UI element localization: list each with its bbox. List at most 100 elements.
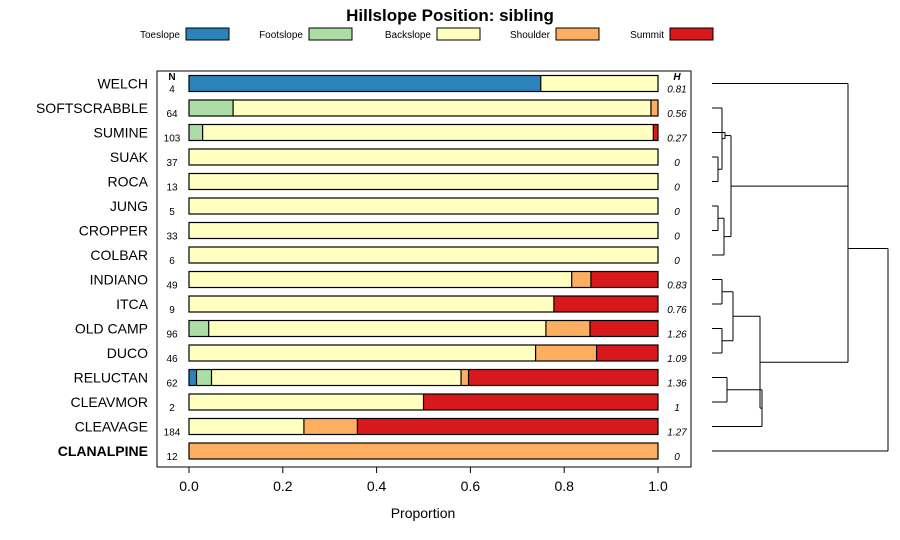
row-label-suak: SUAK: [110, 149, 149, 165]
n-value-duco: 46: [166, 354, 178, 365]
bar-segment-itca-backslope: [189, 296, 554, 312]
n-column-header: N: [168, 72, 175, 83]
n-value-suak: 37: [166, 158, 178, 169]
bar-outline-sumine: [188, 123, 659, 142]
bar-segment-old-camp-shoulder: [545, 320, 590, 337]
n-value-itca: 9: [169, 305, 175, 316]
legend-swatch-footslope: [308, 27, 353, 41]
bar-segment-cleavmor-summit: [423, 394, 658, 410]
row-label-duco: DUCO: [107, 345, 148, 361]
bar-outline-duco: [188, 344, 659, 362]
bar-outline-clanalpine: [188, 442, 659, 460]
legend-label-footslope: Footslope: [259, 30, 303, 41]
n-value-reluctan: 62: [166, 379, 178, 390]
h-column-header: H: [673, 72, 681, 83]
bar-outline-itca: [188, 295, 659, 313]
bar-segment-welch-backslope: [540, 75, 658, 92]
bar-segment-colbar-backslope: [189, 247, 658, 263]
h-value-suak: 0: [674, 158, 680, 169]
x-tick-label: 0.0: [179, 478, 199, 494]
bar-segment-reluctan-summit: [468, 369, 658, 386]
bar-outline-jung: [188, 197, 659, 215]
h-value-colbar: 0: [674, 256, 680, 267]
bar-segment-softscrabble-footslope: [189, 100, 234, 116]
row-label-old-camp: OLD CAMP: [75, 321, 148, 337]
bar-segment-reluctan-footslope: [196, 369, 212, 386]
n-value-welch: 4: [169, 85, 175, 96]
row-label-softscrabble: SOFTSCRABBLE: [36, 100, 148, 116]
row-label-itca: ITCA: [116, 296, 149, 312]
bar-segment-sumine-summit: [653, 124, 658, 141]
x-axis: 0.0 0.2 0.4 0.6 0.8 1.0: [179, 467, 668, 494]
x-axis-label: Proportion: [391, 505, 456, 521]
legend: Toeslope Footslope Backslope Shoulder Summit: [140, 27, 714, 41]
row-label-welch: WELCH: [97, 76, 148, 92]
bar-segment-indiano-summit: [590, 271, 658, 288]
n-value-sumine: 103: [164, 134, 181, 145]
x-tick-label: 0.6: [461, 478, 481, 494]
bar-segment-reluctan-backslope: [211, 369, 462, 386]
x-tick-label: 1.0: [648, 478, 668, 494]
bar-segment-indiano-shoulder: [571, 271, 591, 288]
bar-segment-duco-summit: [596, 345, 658, 361]
h-value-cropper: 0: [674, 232, 680, 243]
bar-segment-cleavmor-backslope: [189, 394, 424, 410]
bar-segment-old-camp-footslope: [189, 320, 209, 337]
bar-outline-colbar: [188, 246, 659, 264]
row-label-cropper: CROPPER: [79, 223, 148, 239]
h-value-duco: 1.09: [667, 354, 687, 365]
bar-outline-cleavage: [188, 417, 659, 436]
row-label-roca: ROCA: [108, 174, 149, 190]
row-label-sumine: SUMINE: [94, 125, 148, 141]
bar-segment-welch-toeslope: [189, 75, 541, 92]
n-value-softscrabble: 64: [166, 109, 178, 120]
bar-outline-cropper: [188, 221, 659, 240]
h-value-softscrabble: 0.56: [667, 109, 687, 120]
n-value-old-camp: 96: [166, 330, 178, 341]
x-tick-label: 0.4: [367, 478, 387, 494]
legend-label-shoulder: Shoulder: [510, 30, 551, 41]
bar-segment-itca-summit: [553, 296, 658, 312]
legend-swatch-summit: [669, 27, 714, 41]
h-value-old-camp: 1.26: [667, 330, 687, 341]
h-value-jung: 0: [674, 207, 680, 218]
n-value-cleavage: 184: [164, 428, 181, 439]
bar-outline-welch: [188, 74, 659, 93]
n-value-cleavmor: 2: [169, 403, 175, 414]
bar-segment-cropper-backslope: [189, 222, 658, 239]
bar-segment-softscrabble-shoulder: [650, 100, 658, 116]
legend-label-toeslope: Toeslope: [140, 30, 180, 41]
h-value-clanalpine: 0: [674, 452, 680, 463]
legend-swatch-shoulder: [555, 27, 600, 41]
row-label-indiano: INDIANO: [90, 272, 148, 288]
h-value-itca: 0.76: [667, 305, 687, 316]
row-label-jung: JUNG: [110, 198, 148, 214]
bar-segment-cleavage-backslope: [189, 418, 304, 435]
legend-swatch-toeslope: [185, 27, 230, 41]
h-value-cleavmor: 1: [674, 403, 680, 414]
bar-segment-cleavage-shoulder: [303, 418, 358, 435]
h-value-roca: 0: [674, 183, 680, 194]
bar-segment-old-camp-backslope: [208, 320, 546, 337]
bar-outline-cleavmor: [188, 393, 659, 411]
x-tick-label: 0.8: [554, 478, 574, 494]
bar-outline-roca: [188, 172, 659, 191]
h-value-welch: 0.81: [667, 85, 686, 96]
row-label-reluctan: RELUCTAN: [74, 370, 148, 386]
n-value-clanalpine: 12: [166, 452, 178, 463]
bar-outline-indiano: [188, 270, 659, 289]
bar-rows: WELCH 4 0.81 SOFTSCRABBLE 64 0.56 SUMINE 103 0.2…: [36, 74, 687, 463]
h-value-reluctan: 1.36: [667, 379, 687, 390]
bar-outline-suak: [188, 148, 659, 166]
bar-segment-sumine-backslope: [202, 124, 654, 141]
dendrogram: [712, 83, 889, 452]
bar-outline-softscrabble: [188, 99, 659, 117]
bar-segment-cleavage-summit: [357, 418, 658, 435]
bar-outline-old-camp: [188, 319, 659, 338]
bar-segment-old-camp-summit: [589, 320, 659, 337]
chart-title: Hillslope Position: sibling: [346, 6, 554, 25]
row-label-clanalpine: CLANALPINE: [58, 443, 148, 459]
n-value-indiano: 49: [166, 281, 178, 292]
bar-segment-roca-backslope: [189, 173, 658, 190]
n-value-jung: 5: [169, 207, 175, 218]
